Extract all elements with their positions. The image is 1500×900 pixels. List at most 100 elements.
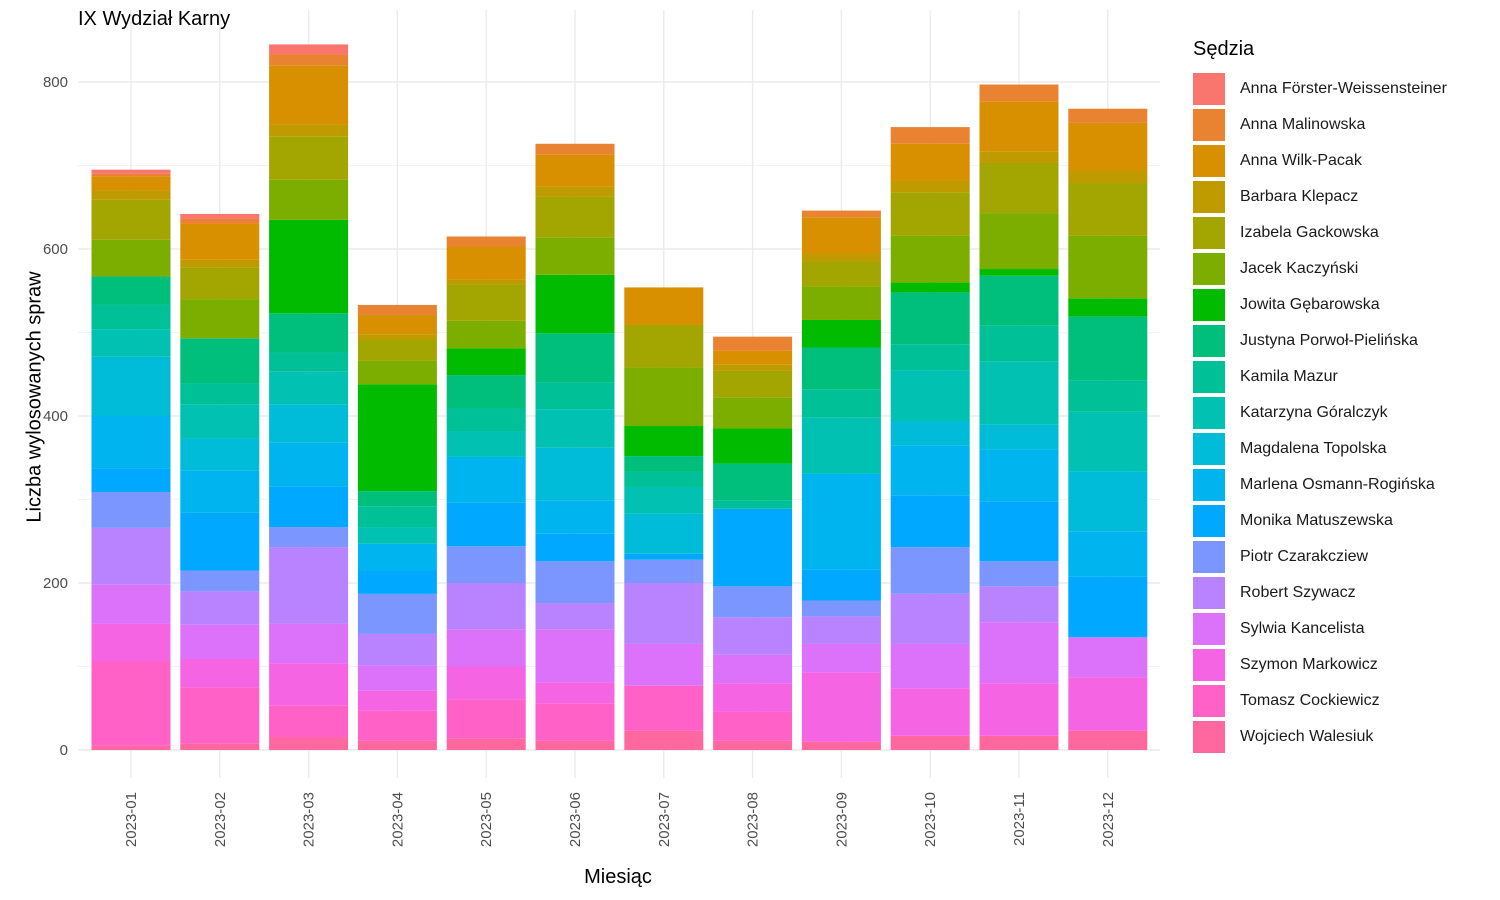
bar-segment: Justyna Porwoł-Pielińska 2023-06: 59 [535, 333, 615, 383]
bar-segment: Szymon Markowicz 2023-01: 45 [91, 623, 171, 662]
bar-segment: Jowita Gębarowska 2023-09: 33 [801, 319, 881, 348]
bar-segment: Szymon Markowicz 2023-11: 63 [979, 683, 1059, 736]
y-axis-title: Liczba wylosowanych spraw [23, 271, 46, 523]
bar-segment: Justyna Porwoł-Pielińska 2023-03: 47 [269, 313, 349, 353]
bar-segment: Izabela Gackowska 2023-09: 30 [801, 261, 881, 287]
bar-segment: Kamila Mazur 2023-02: 25 [180, 383, 260, 405]
bar-segment: Sylwia Kancelista 2023-01: 47 [91, 584, 171, 624]
bar-segment: Jowita Gębarowska 2023-06: 70 [535, 274, 615, 334]
bar-segment: Piotr Czarakcziew 2023-11: 30 [979, 561, 1059, 587]
bar-segment: Jowita Gębarowska 2023-08: 42 [713, 428, 793, 464]
bar-stack-2023-05: Wojciech Walesiuk 2023-05: 14Tomasz Cock… [446, 236, 526, 750]
bar-segment: Szymon Markowicz 2023-12: 64 [1068, 677, 1148, 731]
bar-segment: Piotr Czarakcziew 2023-06: 50 [535, 561, 615, 604]
y-tick-label: 200 [43, 575, 68, 592]
bar-segment: Anna Malinowska 2023-03: 13 [269, 54, 349, 66]
legend-key [1193, 361, 1225, 393]
legend-label: Jacek Kaczyński [1240, 260, 1359, 277]
bar-segment: Tomasz Cockiewicz 2023-02: 67 [180, 687, 260, 744]
legend-key [1193, 649, 1225, 681]
x-tick-label: 2023-09 [833, 792, 850, 847]
legend-label: Justyna Porwoł-Pielińska [1240, 332, 1418, 349]
bar-segment: Szymon Markowicz 2023-03: 51 [269, 663, 349, 706]
legend-key [1193, 109, 1225, 141]
legend-items: Anna Förster-Weissensteiner Anna Malinows… [1193, 71, 1447, 755]
legend-key [1193, 217, 1225, 249]
bar-segment: Barbara Klepacz 2023-12: 15 [1068, 170, 1148, 184]
bar-segment: Monika Matuszewska 2023-06: 33 [535, 533, 615, 562]
bar-segment: Tomasz Cockiewicz 2023-04: 36 [357, 710, 437, 741]
legend-key [1193, 577, 1225, 609]
bar-segment: Izabela Gackowska 2023-08: 32 [713, 370, 793, 398]
legend-item: Szymon Markowicz [1193, 647, 1447, 683]
bar-segment: Monika Matuszewska 2023-02: 69 [180, 512, 260, 571]
legend-item: Tomasz Cockiewicz [1193, 683, 1447, 719]
bar-segment: Anna Malinowska 2023-10: 20 [890, 127, 970, 144]
bar-segment: Piotr Czarakcziew 2023-07: 28 [624, 559, 704, 583]
legend-key [1193, 73, 1225, 105]
bar-segment: Jowita Gębarowska 2023-07: 36 [624, 426, 704, 457]
stacked-bar-chart: 0 200 400 600 800 Wojciech Walesiuk 2023-01: … [43, 10, 1160, 847]
bar-segment: Robert Szywacz 2023-06: 32 [535, 603, 615, 630]
bar-segment: Jacek Kaczyński 2023-07: 70 [624, 367, 704, 427]
bar-segment: Jacek Kaczyński 2023-09: 40 [801, 286, 881, 320]
bar-segment: Magdalena Topolska 2023-06: 63 [535, 447, 615, 501]
bar-segment: Monika Matuszewska 2023-04: 28 [357, 570, 437, 594]
bar-segment: Anna Malinowska 2023-04: 12 [357, 304, 437, 315]
legend-label: Marlena Osmann-Rogińska [1240, 476, 1435, 493]
bar-segment: Robert Szywacz 2023-03: 92 [269, 547, 349, 624]
bar-segment: Anna Wilk-Pacak 2023-06: 38 [535, 154, 615, 187]
legend-label: Tomasz Cockiewicz [1240, 692, 1380, 709]
bar-segment: Jacek Kaczyński 2023-03: 48 [269, 179, 349, 220]
bar-segment: Anna Förster-Weissensteiner 2023-03: 12 [269, 44, 349, 55]
bar-segment: Wojciech Walesiuk 2023-10: 17 [890, 735, 970, 750]
bar-segment: Katarzyna Góralczyk 2023-09: 67 [801, 417, 881, 474]
bar-segment: Anna Malinowska 2023-08: 17 [713, 336, 793, 351]
bar-segment: Katarzyna Góralczyk 2023-05: 31 [446, 431, 526, 457]
bar-stack-2023-08: Wojciech Walesiuk 2023-08: 11Tomasz Cock… [713, 336, 793, 750]
bar-segment: Izabela Gackowska 2023-07: 51 [624, 324, 704, 368]
legend-item: Sylwia Kancelista [1193, 611, 1447, 647]
x-tick-label: 2023-01 [123, 792, 140, 847]
bar-stack-2023-03: Wojciech Walesiuk 2023-03: 15Tomasz Cock… [269, 44, 349, 750]
bar-segment: Anna Malinowska 2023-01: 3 [91, 173, 171, 177]
bar-stack-2023-04: Wojciech Walesiuk 2023-04: 11Tomasz Cock… [357, 304, 437, 750]
x-tick-label: 2023-12 [1100, 792, 1117, 847]
bar-segment: Marlena Osmann-Rogińska 2023-10: 60 [890, 445, 970, 496]
bar-segment: Piotr Czarakcziew 2023-09: 19 [801, 600, 881, 617]
bar-segment: Marlena Osmann-Rogińska 2023-09: 115 [801, 473, 881, 570]
legend-label: Anna Wilk-Pacak [1240, 152, 1362, 169]
bar-segment: Kamila Mazur 2023-04: 25 [357, 506, 437, 528]
bar-segment: Anna Wilk-Pacak 2023-04: 23 [357, 314, 437, 335]
bar-segment: Piotr Czarakcziew 2023-04: 48 [357, 593, 437, 634]
x-tick-label: 2023-07 [656, 792, 673, 847]
bar-segment: Barbara Klepacz 2023-11: 14 [979, 151, 1059, 163]
legend-key [1193, 721, 1225, 753]
bar-segment: Piotr Czarakcziew 2023-10: 56 [890, 547, 970, 594]
bar-segment: Izabela Gackowska 2023-05: 44 [446, 284, 526, 321]
bar-segment: Kamila Mazur 2023-01: 29 [91, 304, 171, 330]
bar-segment: Anna Malinowska 2023-02: 6 [180, 218, 260, 224]
bar-segment: Monika Matuszewska 2023-01: 28 [91, 468, 171, 492]
bar-stack-2023-07: Wojciech Walesiuk 2023-07: 23Tomasz Cock… [624, 287, 704, 750]
bar-stack-2023-01: Wojciech Walesiuk 2023-01: 5Tomasz Cocki… [91, 169, 171, 750]
bar-segment: Wojciech Walesiuk 2023-06: 11 [535, 740, 615, 750]
bar-segment: Robert Szywacz 2023-07: 73 [624, 583, 704, 644]
bar-segment: Szymon Markowicz 2023-04: 24 [357, 690, 437, 711]
bar-segment: Magdalena Topolska 2023-07: 48 [624, 513, 704, 554]
bar-segment: Justyna Porwoł-Pielińska 2023-05: 40 [446, 375, 526, 409]
bar-segment: Marlena Osmann-Rogińska 2023-11: 62 [979, 449, 1059, 502]
bar-segment: Sylwia Kancelista 2023-06: 63 [535, 629, 615, 683]
bar-segment: Sylwia Kancelista 2023-09: 34 [801, 643, 881, 673]
bar-segment: Justyna Porwoł-Pielińska 2023-07: 19 [624, 456, 704, 472]
legend-item: Anna Wilk-Pacak [1193, 143, 1447, 179]
bar-segment: Sylwia Kancelista 2023-03: 47 [269, 623, 349, 664]
bar-segment: Barbara Klepacz 2023-08: 8 [713, 364, 793, 371]
legend-item: Robert Szywacz [1193, 575, 1447, 611]
bar-segment: Katarzyna Góralczyk 2023-12: 71 [1068, 411, 1148, 472]
bar-segment: Kamila Mazur 2023-03: 23 [269, 352, 349, 372]
bar-segment: Justyna Porwoł-Pielińska 2023-12: 76 [1068, 316, 1148, 381]
bar-segment: Monika Matuszewska 2023-11: 72 [979, 501, 1059, 562]
bar-segment: Anna Wilk-Pacak 2023-12: 57 [1068, 122, 1148, 171]
legend-key [1193, 505, 1225, 537]
